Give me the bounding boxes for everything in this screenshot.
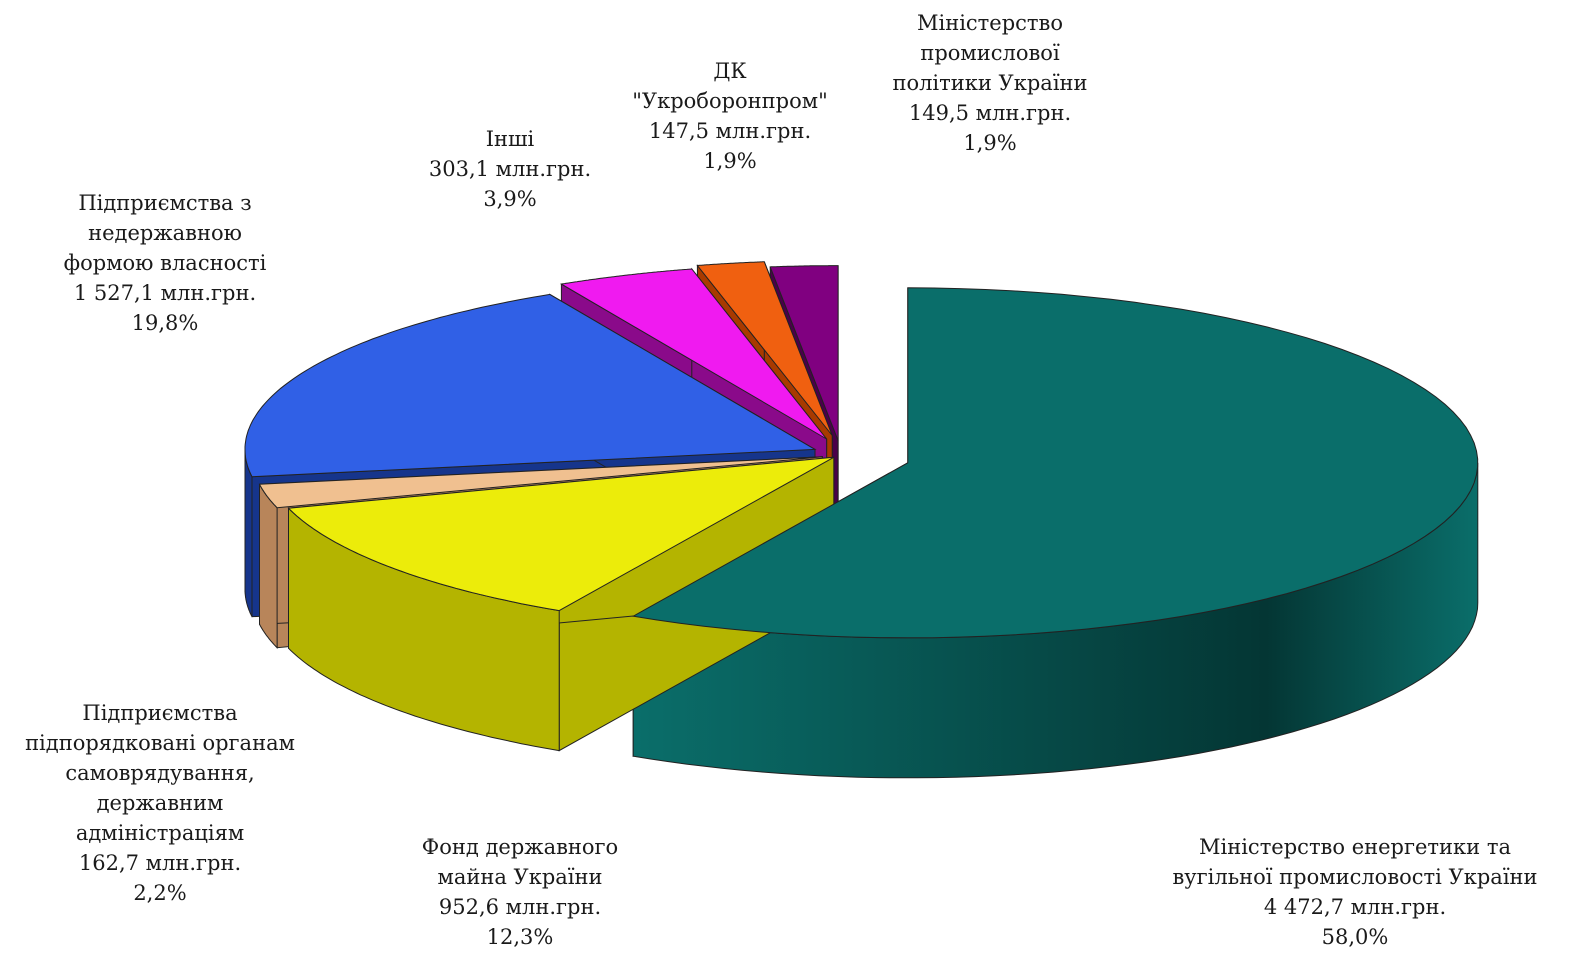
slice-value: 149,5 млн.грн. <box>908 101 1072 125</box>
slice-name-line: державним <box>96 791 224 815</box>
slice-name-line: вугільної промисловості України <box>1172 865 1538 889</box>
slice-name-line: Інші <box>485 127 535 151</box>
slice-percent: 58,0% <box>1321 925 1389 949</box>
slice-label-non-state-enterprises: Підприємства з недержавною формою власно… <box>30 188 300 338</box>
slice-label-industrial-policy-ministry: Міністерство промислової політики Україн… <box>850 8 1130 158</box>
slice-value: 952,6 млн.грн. <box>438 895 602 919</box>
slice-percent: 1,9% <box>963 131 1017 155</box>
slice-percent: 1,9% <box>703 149 757 173</box>
pie-slice-energy-ministry <box>631 287 1479 639</box>
slice-percent: 3,9% <box>483 187 537 211</box>
slice-name-line: Підприємства <box>82 701 238 725</box>
slice-value: 4 472,7 млн.грн. <box>1263 895 1447 919</box>
pie-slice-industrial-policy-ministry <box>769 265 839 441</box>
slice-value: 147,5 млн.грн. <box>648 119 812 143</box>
slice-percent: 12,3% <box>486 925 554 949</box>
slice-name-line: промислової <box>920 41 1060 65</box>
slice-name-line: недержавною <box>88 221 242 245</box>
slice-name-line: Міністерство <box>916 11 1064 35</box>
pie-slice-non-state-enterprises <box>244 293 817 478</box>
slice-outer-wall-local-government-enterprises <box>259 483 278 649</box>
pie-slice-local-government-enterprises <box>258 456 823 509</box>
slice-label-ukroboronprom: ДК "Укроборонпром" 147,5 млн.грн. 1,9% <box>600 56 860 176</box>
slice-name-line: майна України <box>437 865 603 889</box>
pie-slice-others <box>559 268 827 440</box>
slice-label-others: Інші 303,1 млн.грн. 3,9% <box>400 124 620 214</box>
pie-slice-state-property-fund <box>287 456 835 612</box>
slice-name-line: адміністраціям <box>75 821 245 845</box>
slice-value: 162,7 млн.грн. <box>78 851 242 875</box>
slice-percent: 2,2% <box>133 881 187 905</box>
slice-label-energy-ministry: Міністерство енергетики та вугільної про… <box>1120 832 1590 952</box>
slice-name-line: самоврядування, <box>65 761 255 785</box>
slice-name-line: Міністерство енергетики та <box>1199 835 1511 859</box>
slice-value: 1 527,1 млн.грн. <box>73 281 257 305</box>
slice-label-state-property-fund: Фонд державного майна України 952,6 млн.… <box>380 832 660 952</box>
slice-name-line: "Укроборонпром" <box>632 89 828 113</box>
slice-name-line: Фонд державного <box>421 835 619 859</box>
slice-name-line: формою власності <box>63 251 267 275</box>
slice-name-line: політики України <box>892 71 1088 95</box>
pie-slice-ukroboronprom <box>696 261 833 436</box>
slice-name-line: Підприємства з <box>78 191 252 215</box>
slice-label-local-government-enterprises: Підприємства підпорядковані органам само… <box>0 698 320 908</box>
slice-name-line: підпорядковані органам <box>25 731 295 755</box>
slice-name-line: ДК <box>713 59 747 83</box>
slice-value: 303,1 млн.грн. <box>428 157 592 181</box>
slice-percent: 19,8% <box>131 311 199 335</box>
